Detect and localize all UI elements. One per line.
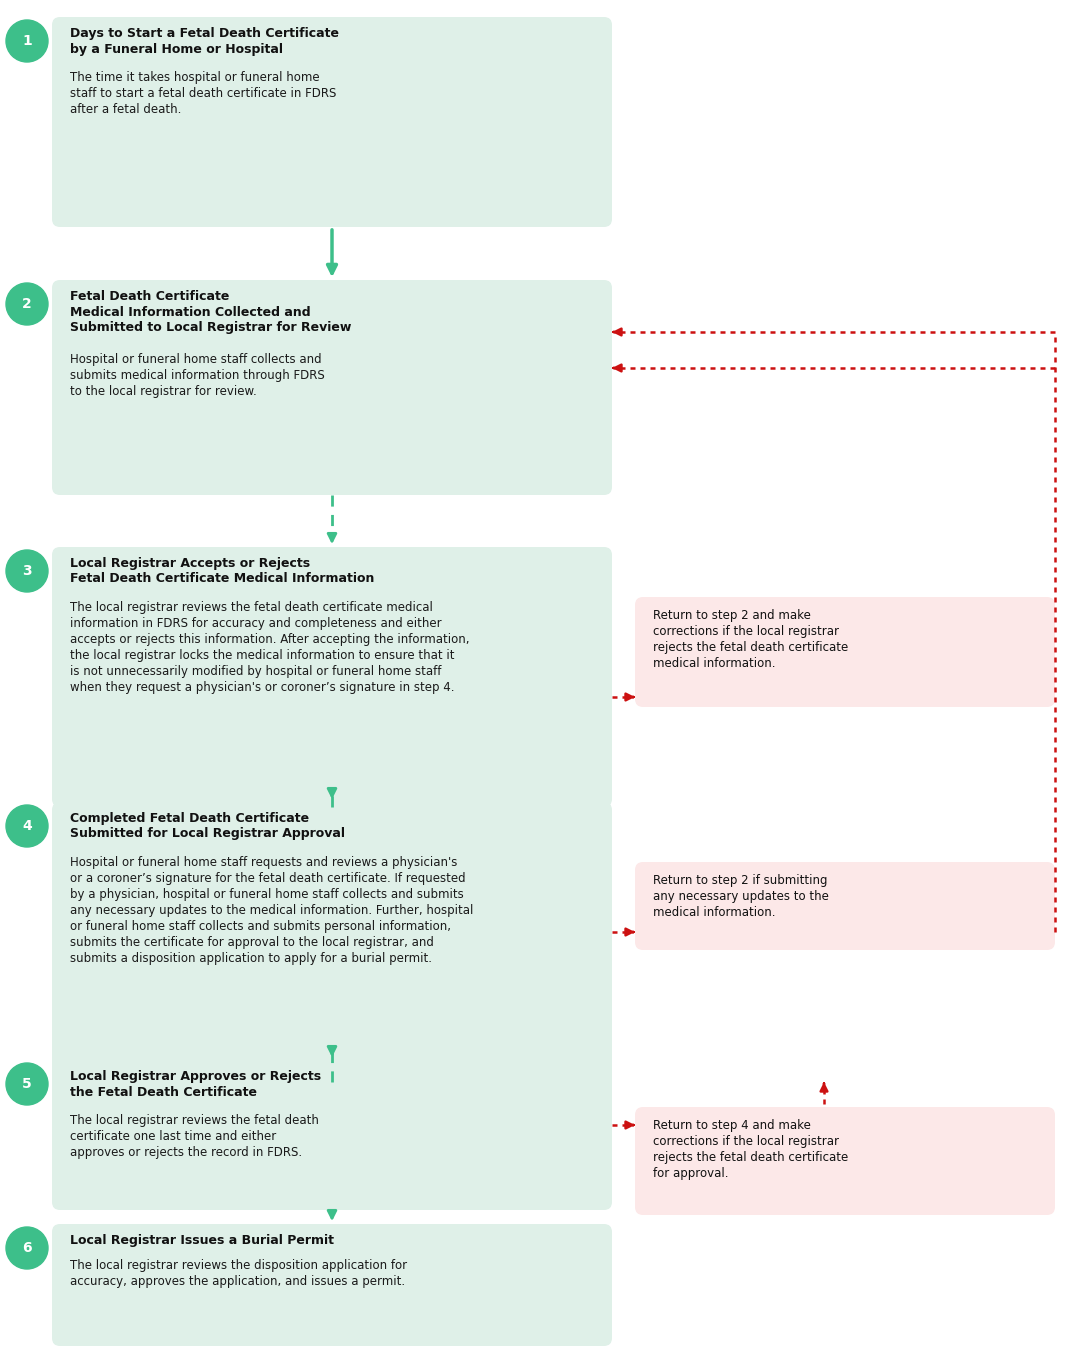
FancyBboxPatch shape — [52, 18, 612, 227]
FancyBboxPatch shape — [635, 598, 1055, 707]
Text: The local registrar reviews the fetal death
certificate one last time and either: The local registrar reviews the fetal de… — [70, 1114, 319, 1159]
Text: Days to Start a Fetal Death Certificate
by a Funeral Home or Hospital: Days to Start a Fetal Death Certificate … — [70, 27, 339, 55]
Text: The local registrar reviews the fetal death certificate medical
information in F: The local registrar reviews the fetal de… — [70, 602, 470, 694]
Text: Local Registrar Accepts or Rejects
Fetal Death Certificate Medical Information: Local Registrar Accepts or Rejects Fetal… — [70, 557, 375, 585]
Text: Hospital or funeral home staff requests and reviews a physician's
or a coroner’s: Hospital or funeral home staff requests … — [70, 856, 473, 965]
Text: Return to step 2 and make
corrections if the local registrar
rejects the fetal d: Return to step 2 and make corrections if… — [653, 608, 848, 671]
Text: Fetal Death Certificate
Medical Information Collected and
Submitted to Local Reg: Fetal Death Certificate Medical Informat… — [70, 289, 351, 334]
Text: The local registrar reviews the disposition application for
accuracy, approves t: The local registrar reviews the disposit… — [70, 1259, 407, 1287]
Circle shape — [6, 20, 48, 62]
Text: 4: 4 — [22, 819, 32, 833]
Text: The time it takes hospital or funeral home
staff to start a fetal death certific: The time it takes hospital or funeral ho… — [70, 72, 336, 116]
FancyBboxPatch shape — [52, 802, 612, 1082]
Text: Return to step 4 and make
corrections if the local registrar
rejects the fetal d: Return to step 4 and make corrections if… — [653, 1119, 848, 1180]
Text: 1: 1 — [22, 34, 32, 49]
Circle shape — [6, 804, 48, 846]
Circle shape — [6, 283, 48, 324]
Text: 5: 5 — [22, 1078, 32, 1091]
Text: Local Registrar Approves or Rejects
the Fetal Death Certificate: Local Registrar Approves or Rejects the … — [70, 1069, 321, 1098]
Text: Hospital or funeral home staff collects and
submits medical information through : Hospital or funeral home staff collects … — [70, 353, 325, 399]
Text: 2: 2 — [22, 297, 32, 311]
Circle shape — [6, 1228, 48, 1270]
Text: 3: 3 — [23, 564, 31, 579]
Text: 6: 6 — [23, 1241, 31, 1255]
FancyBboxPatch shape — [52, 1224, 612, 1347]
FancyBboxPatch shape — [635, 1107, 1055, 1215]
FancyBboxPatch shape — [52, 548, 612, 807]
Circle shape — [6, 550, 48, 592]
Text: Completed Fetal Death Certificate
Submitted for Local Registrar Approval: Completed Fetal Death Certificate Submit… — [70, 813, 345, 841]
Text: Local Registrar Issues a Burial Permit: Local Registrar Issues a Burial Permit — [70, 1234, 334, 1247]
FancyBboxPatch shape — [52, 280, 612, 495]
FancyBboxPatch shape — [635, 863, 1055, 950]
Text: Return to step 2 if submitting
any necessary updates to the
medical information.: Return to step 2 if submitting any neces… — [653, 873, 828, 919]
Circle shape — [6, 1063, 48, 1105]
FancyBboxPatch shape — [52, 1060, 612, 1210]
